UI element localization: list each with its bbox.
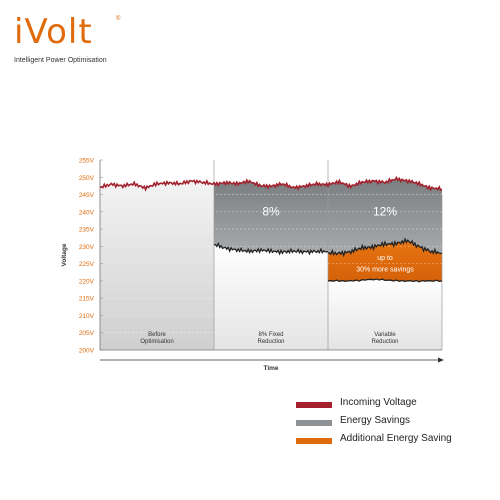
legend-label: Energy Savings [340,415,411,426]
y-axis-label: Voltage [61,243,68,266]
chart-legend: Incoming Voltage Energy Savings Addition… [296,396,496,450]
time-axis-arrowhead [438,357,444,363]
section-label: Before [148,332,166,338]
energy-savings-area-fixed [214,180,328,254]
incoming-voltage-line [99,176,443,192]
section-label: Reduction [371,339,398,345]
y-tick-label: 205V [79,330,95,337]
logo-registered-mark: ® [116,16,121,22]
legend-swatch-grey [296,420,332,426]
annotation-label: 12% [373,204,397,218]
variable-floor-line [327,278,443,283]
legend-label: Incoming Voltage [340,397,417,408]
variable-below-area [328,279,442,350]
annotation-label: 8% [262,204,280,218]
y-tick-label: 255V [79,158,95,165]
y-tick-label: 200V [79,348,95,355]
section-label: Optimisation [140,339,173,345]
y-tick-label: 215V [79,296,95,303]
variable-upper-line [327,237,443,258]
logo-text: iVolt [14,12,93,52]
legend-item-energy-savings: Energy Savings [296,414,496,432]
legend-swatch-orange [296,438,332,444]
y-tick-label: 235V [79,227,95,234]
annotation-label: up to [377,255,393,262]
legend-item-incoming-voltage: Incoming Voltage [296,396,496,414]
y-tick-label: 240V [79,209,95,216]
additional-energy-saving-area [328,239,442,282]
section-label: Variable [374,332,396,338]
ivolt-logo: iVolt ® Intelligent Power Optimisation [14,12,154,72]
x-axis-label: Time [263,365,278,372]
voltage-chart: 255V 250V 245V 240V 235V 230V 225V 220V 215V 210V… [61,158,444,372]
legend-swatch-red [296,402,332,408]
fixed-below-area [214,243,328,350]
legend-label: Additional Energy Saving [340,433,452,444]
y-tick-label: 210V [79,313,95,320]
before-area [100,180,214,350]
fixed-reduced-voltage-line [214,242,329,256]
y-tick-label: 220V [79,278,95,285]
annotation-label: 30% more savings [356,267,414,274]
energy-savings-area-variable [328,177,442,256]
y-tick-label: 250V [79,175,95,182]
section-label: 8% Fixed [258,332,283,338]
legend-item-additional-energy-saving: Additional Energy Saving [296,432,496,450]
y-tick-label: 230V [79,244,95,251]
y-tick-label: 225V [79,261,95,268]
logo-tagline: Intelligent Power Optimisation [14,57,107,64]
y-tick-label: 245V [79,192,95,199]
section-label: Reduction [257,339,284,345]
